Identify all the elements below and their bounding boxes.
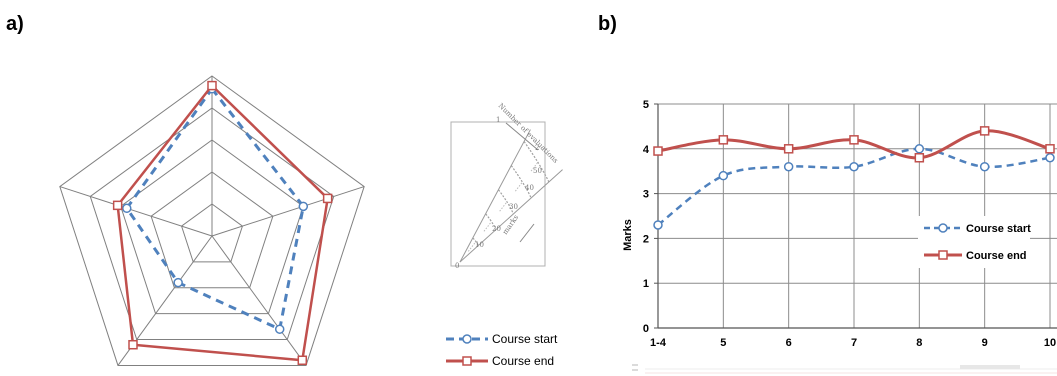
- radar-series-course-end: [116, 84, 329, 362]
- inset-cell-line: [514, 181, 524, 192]
- radar-point-course-start: [298, 201, 309, 212]
- radar-point-course-end: [128, 339, 138, 350]
- y-tick-label: 5: [643, 99, 649, 111]
- line-point-course-start: [914, 144, 925, 154]
- radar-spoke: [211, 235, 307, 366]
- panel-a-label: a): [6, 13, 24, 35]
- line-point-course-start: [979, 161, 990, 172]
- line-chart-series: [653, 126, 1055, 230]
- radar-point-course-start: [122, 203, 132, 214]
- inset-arrow: [519, 223, 535, 243]
- inset-drawing: [459, 122, 563, 263]
- line-point-course-start: [783, 161, 794, 172]
- inset-marks-tick: 1: [496, 116, 500, 124]
- inset-tick-label: 20: [492, 225, 501, 233]
- line-point-course-start: [718, 170, 729, 181]
- line-chart-x-ticks: 1-4 5 6 7 8 9 10: [650, 337, 1056, 349]
- radar-point-course-start: [173, 277, 183, 288]
- line-point-course-end: [914, 153, 925, 163]
- radar-ring: [150, 171, 274, 289]
- legend-a-marker-start: [462, 334, 472, 344]
- legend-a-marker-end: [462, 356, 472, 366]
- line-chart-y-ticks: 0 1 2 3 4 5: [643, 99, 650, 335]
- radar-ring: [59, 75, 365, 366]
- legend-b-label-start: Course start: [966, 223, 1031, 235]
- x-tick-label: 10: [1044, 337, 1056, 349]
- inset-ticks: 0 10 20 30 40 50 1 2: [455, 116, 542, 270]
- y-tick-label: 1: [643, 278, 649, 290]
- inset-arc: [523, 141, 550, 183]
- radar-series: [112, 80, 333, 366]
- y-tick-label: 4: [643, 144, 650, 156]
- inset-arc: [510, 165, 532, 199]
- radar-series-course-start: [125, 87, 305, 331]
- cropped-content-strip: [632, 364, 1057, 374]
- line-point-course-start: [653, 220, 663, 230]
- inset-arrow: [505, 122, 539, 151]
- radar-spoke: [211, 186, 365, 237]
- x-tick-label: 5: [720, 337, 726, 349]
- inset-tick-label: 0: [455, 262, 459, 270]
- inset-tick-label: 10: [475, 241, 484, 249]
- line-point-course-start: [849, 161, 859, 172]
- line-chart-grid: [654, 103, 1057, 329]
- panel-b-label: b): [598, 13, 617, 35]
- legend-a-item-course-end: Course end: [446, 354, 554, 368]
- line-point-course-end: [1045, 144, 1055, 154]
- x-tick-label: 8: [916, 337, 922, 349]
- x-tick-label: 9: [982, 337, 988, 349]
- legend-a-label-start: Course start: [492, 332, 558, 346]
- legend-b-item-course-start: Course start: [924, 223, 1031, 235]
- line-point-course-end: [979, 126, 990, 136]
- line-point-course-end: [718, 135, 729, 145]
- inset-cell-line: [530, 161, 539, 172]
- line-chart-y-label: Marks: [622, 219, 634, 251]
- radar-ring: [180, 203, 244, 263]
- radar-spoke: [59, 186, 213, 237]
- legend-b-marker-end: [938, 250, 948, 260]
- y-tick-label: 0: [643, 323, 649, 335]
- inset-cell-line: [467, 241, 477, 252]
- line-point-course-end: [783, 144, 794, 154]
- legend-b-marker-start: [938, 223, 948, 233]
- radar-point-course-end: [207, 80, 217, 91]
- x-tick-label: 7: [851, 337, 857, 349]
- radar-grid: [59, 75, 365, 366]
- inset-axis-line: [459, 129, 531, 263]
- inset-cell-line: [499, 201, 508, 212]
- radar-point-course-start: [274, 324, 285, 334]
- line-chart: 0 1 2 3 4 5 1-4 5 6 7 8 9 10 Marks Course start Cou…: [622, 99, 1057, 374]
- inset-tick-label: 50: [533, 167, 542, 175]
- y-tick-label: 3: [643, 189, 649, 201]
- radar-chart: [59, 75, 365, 366]
- legend-a-item-course-start: Course start: [446, 332, 558, 346]
- inset-arc: [472, 237, 479, 247]
- legend-b-item-course-end: Course end: [924, 250, 1027, 262]
- inset-cell-line: [483, 221, 492, 232]
- x-tick-label: 1-4: [650, 337, 667, 349]
- legend-a-label-end: Course end: [492, 354, 554, 368]
- radar-legend: Course start Course end: [446, 332, 558, 368]
- line-point-course-start: [1045, 153, 1055, 163]
- inset-tick-label: 40: [525, 184, 534, 192]
- legend-b-label-end: Course end: [966, 250, 1027, 262]
- radar-point-course-end: [112, 200, 123, 211]
- inset-tick-label: 30: [509, 203, 518, 211]
- legend-b-background: [918, 216, 1030, 268]
- line-point-course-end: [653, 146, 663, 156]
- inset-axis-line: [459, 169, 563, 263]
- y-tick-label: 2: [643, 233, 649, 245]
- radar-point-course-end: [322, 193, 333, 204]
- radar-point-course-end: [297, 355, 308, 366]
- line-chart-legend: Course start Course end: [918, 216, 1031, 268]
- inset-arc: [485, 213, 497, 231]
- radar-axis-inset: Number of evaluations marks 010203040501…: [450, 102, 563, 270]
- radar-ring: [89, 107, 335, 341]
- line-point-course-end: [849, 135, 859, 145]
- inset-marks-tick: 2: [535, 144, 539, 152]
- x-tick-label: 6: [786, 337, 792, 349]
